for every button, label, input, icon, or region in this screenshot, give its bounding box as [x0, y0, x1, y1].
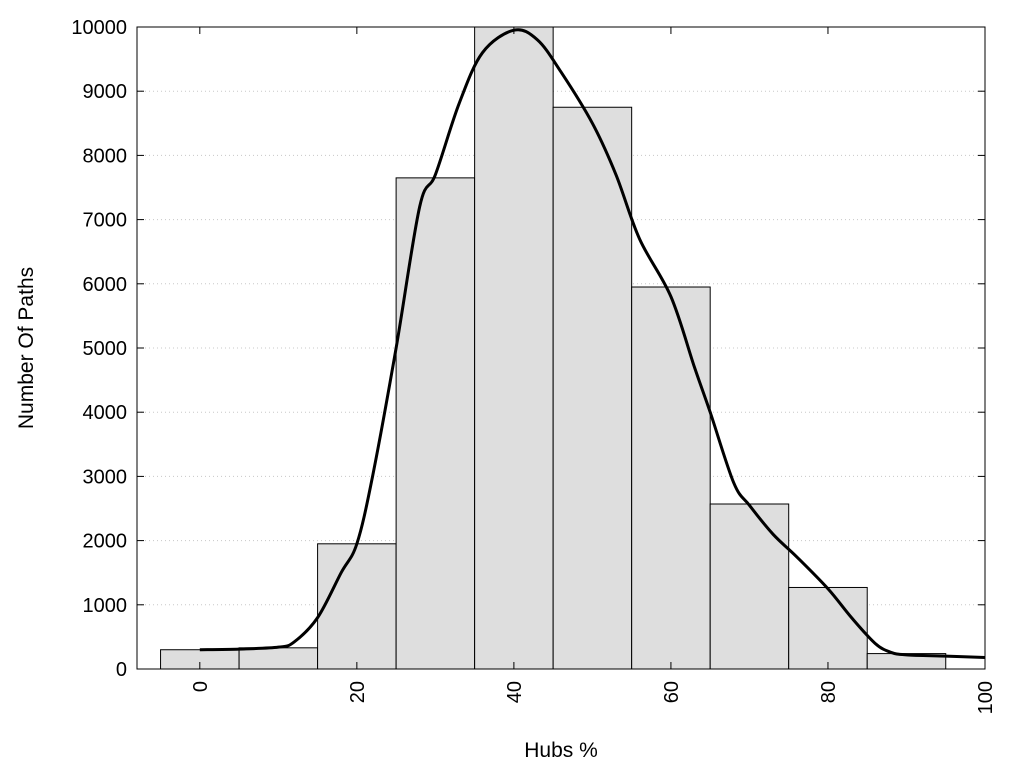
x-axis-title: Hubs %: [524, 739, 598, 762]
x-tick-label: 60: [661, 681, 683, 703]
y-tick-label: 4000: [83, 402, 128, 424]
y-axis-title: Number Of Paths: [15, 267, 38, 429]
y-tick-label: 7000: [83, 210, 128, 232]
histogram-bar: [552, 106, 633, 670]
y-tick-label: 10000: [71, 17, 127, 39]
histogram-bar: [709, 503, 790, 670]
density-curve: [199, 28, 986, 659]
y-tick-label: 6000: [83, 274, 128, 296]
x-tick-label: 0: [190, 681, 212, 692]
histogram-bar: [474, 26, 554, 670]
histogram-bar: [631, 286, 711, 670]
x-tick-label: 40: [504, 681, 526, 703]
y-tick-label: 1000: [83, 595, 128, 617]
histogram-bar: [395, 177, 476, 670]
y-tick-label: 8000: [83, 145, 128, 167]
histogram-bar: [238, 647, 319, 670]
density-curve-line: [199, 28, 986, 659]
x-axis-ticks: 0 20 40 60 80 100: [190, 27, 997, 714]
y-tick-label: 2000: [83, 531, 128, 553]
x-tick-label: 20: [347, 681, 369, 703]
x-tick-label: 80: [818, 681, 840, 703]
y-tick-label: 3000: [83, 466, 128, 488]
x-tick-label: 100: [975, 681, 997, 714]
y-axis-ticks: 0 1000 2000 3000 4000 5000 6000 7000 8000 9000 100…: [71, 17, 985, 681]
y-tick-label: 9000: [83, 81, 128, 103]
y-tick-label: 0: [116, 659, 127, 681]
histogram-bar: [788, 586, 868, 670]
histogram-bars: [160, 26, 947, 670]
histogram-bar: [317, 543, 397, 670]
y-tick-label: 5000: [83, 338, 128, 360]
